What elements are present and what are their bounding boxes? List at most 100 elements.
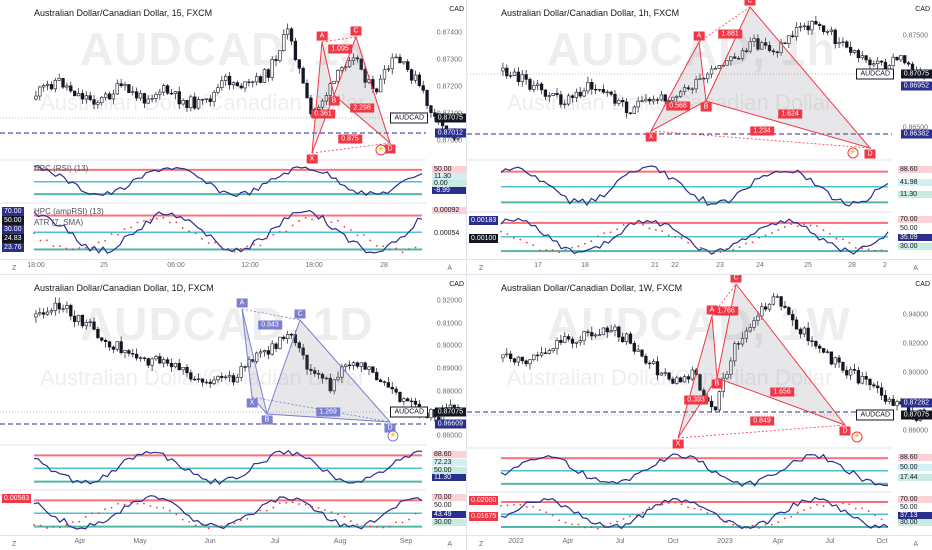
atr-dot: [629, 515, 631, 518]
candle-body: [80, 314, 85, 327]
candle-body: [829, 351, 833, 365]
candle-body: [247, 81, 251, 83]
candle-body: [34, 95, 38, 100]
bolt-icon[interactable]: ⚡: [851, 431, 863, 443]
candle-body: [675, 377, 679, 384]
candle-body: [402, 398, 406, 402]
symbol-price-label: AUDCAD: [856, 409, 894, 421]
candle-body: [590, 82, 594, 90]
currency-label[interactable]: CAD: [449, 6, 464, 13]
candle-body: [655, 99, 660, 101]
indicator-atr-title[interactable]: ATR (7, SMA): [34, 218, 84, 227]
atr-dot: [298, 503, 301, 505]
zoom-toggle-button[interactable]: Z: [12, 265, 17, 272]
harmonic-ratio-label: 0.361: [311, 109, 335, 119]
chart-panel-p1h[interactable]: AUDCAD, 1h Australian Dollar/Canadian Dol…: [467, 0, 932, 274]
auto-scale-button[interactable]: A: [913, 265, 918, 272]
candle-body: [539, 83, 544, 91]
candle-body: [516, 356, 521, 363]
candle-body: [301, 347, 305, 356]
bolt-icon[interactable]: ⚡: [847, 147, 859, 159]
indicator-amprsi-title[interactable]: HPC (ampRSI) (13): [34, 207, 104, 216]
candle-body: [806, 25, 810, 31]
candle-body: [216, 375, 220, 381]
candle-body: [566, 336, 571, 340]
atr-dot: [246, 517, 249, 520]
currency-label[interactable]: CAD: [449, 281, 464, 288]
candle-body: [111, 93, 116, 100]
candle-body: [632, 106, 636, 114]
bolt-icon[interactable]: ⚡: [387, 430, 399, 442]
candle-body: [586, 82, 590, 92]
atr-dot: [848, 241, 851, 244]
zoom-toggle-button[interactable]: Z: [12, 541, 17, 548]
candle-body: [621, 336, 625, 343]
candle-body: [597, 89, 602, 91]
candle-body: [274, 59, 278, 61]
indicator-rsi-title[interactable]: HPC (RSI) (13): [34, 164, 89, 173]
time-axis[interactable]: 2022 Apr Jul Oct 2023 Apr Jul Oct: [467, 535, 932, 550]
candle-body: [73, 90, 77, 97]
candle-body: [783, 42, 787, 45]
atr-dot: [278, 230, 281, 233]
candle-body: [713, 68, 718, 70]
time-axis[interactable]: 18:00 25 06:00 12:00 18:00 28: [0, 259, 466, 274]
atr-dot: [97, 241, 100, 244]
symbol-price-label: AUDCAD: [390, 112, 428, 124]
candle-body: [613, 93, 617, 104]
candle-body: [725, 60, 729, 66]
price-chart-canvas[interactable]: [0, 275, 466, 550]
time-axis[interactable]: Apr May Jun Jul Aug Sep: [0, 535, 466, 550]
chart-panel-p15[interactable]: AUDCAD, 15 Australian Dollar/Canadian Dol…: [0, 0, 466, 274]
atr-dot: [700, 508, 702, 511]
atr-dot: [867, 510, 870, 513]
zoom-toggle-button[interactable]: Z: [479, 541, 484, 548]
candle-body: [524, 360, 528, 365]
candle-body: [613, 326, 617, 331]
candle-body: [134, 353, 139, 359]
price-chart-canvas[interactable]: [467, 275, 932, 550]
candle-body: [220, 375, 224, 378]
atr-dot: [596, 235, 599, 238]
candle-body: [775, 296, 779, 298]
candle-body: [200, 378, 205, 383]
currency-label[interactable]: CAD: [915, 6, 930, 13]
candle-body: [775, 51, 779, 54]
amprsi-value-tag: 37.13: [898, 511, 932, 519]
atr-dot: [265, 237, 268, 240]
atr-dot: [616, 228, 618, 231]
candle-body: [258, 76, 263, 83]
atr-dot: [168, 509, 171, 512]
candle-body: [293, 40, 298, 61]
atr-dot: [867, 248, 870, 251]
atr-dot: [648, 506, 651, 509]
candle-body: [224, 376, 228, 379]
candle-body: [115, 83, 119, 95]
candle-body: [802, 25, 806, 28]
time-axis[interactable]: 17 18 21 22 23 24 25 28 2: [467, 259, 932, 274]
time-axis-tick: 2022: [508, 538, 524, 545]
candle-body: [733, 343, 737, 362]
harmonic-ratio-label: 1.656: [770, 387, 794, 397]
chart-panel-p1d[interactable]: AUDCAD, 1D Australian Dollar/Canadian Dol…: [0, 275, 466, 550]
price-chart-canvas[interactable]: [0, 0, 466, 274]
candle-body: [169, 362, 174, 368]
price-chart-canvas[interactable]: [467, 0, 932, 274]
candle-body: [663, 94, 667, 102]
currency-label[interactable]: CAD: [915, 281, 930, 288]
price-tag-last: 0.87075: [900, 410, 932, 420]
zoom-toggle-button[interactable]: Z: [479, 265, 484, 272]
atr-dot: [532, 505, 535, 508]
atr-dot: [227, 524, 229, 527]
bolt-icon[interactable]: ⚡: [375, 144, 387, 156]
chart-panel-p1w[interactable]: AUDCAD, 1W Australian Dollar/Canadian Dol…: [467, 275, 932, 550]
midline-band: [501, 236, 888, 238]
auto-scale-button[interactable]: A: [447, 265, 452, 272]
atr-dot: [777, 229, 780, 231]
atr-dot: [201, 238, 204, 240]
candle-body: [744, 330, 748, 339]
auto-scale-button[interactable]: A: [447, 541, 452, 548]
candle-body: [748, 41, 752, 52]
auto-scale-button[interactable]: A: [913, 541, 918, 548]
atr-dot: [175, 221, 178, 224]
